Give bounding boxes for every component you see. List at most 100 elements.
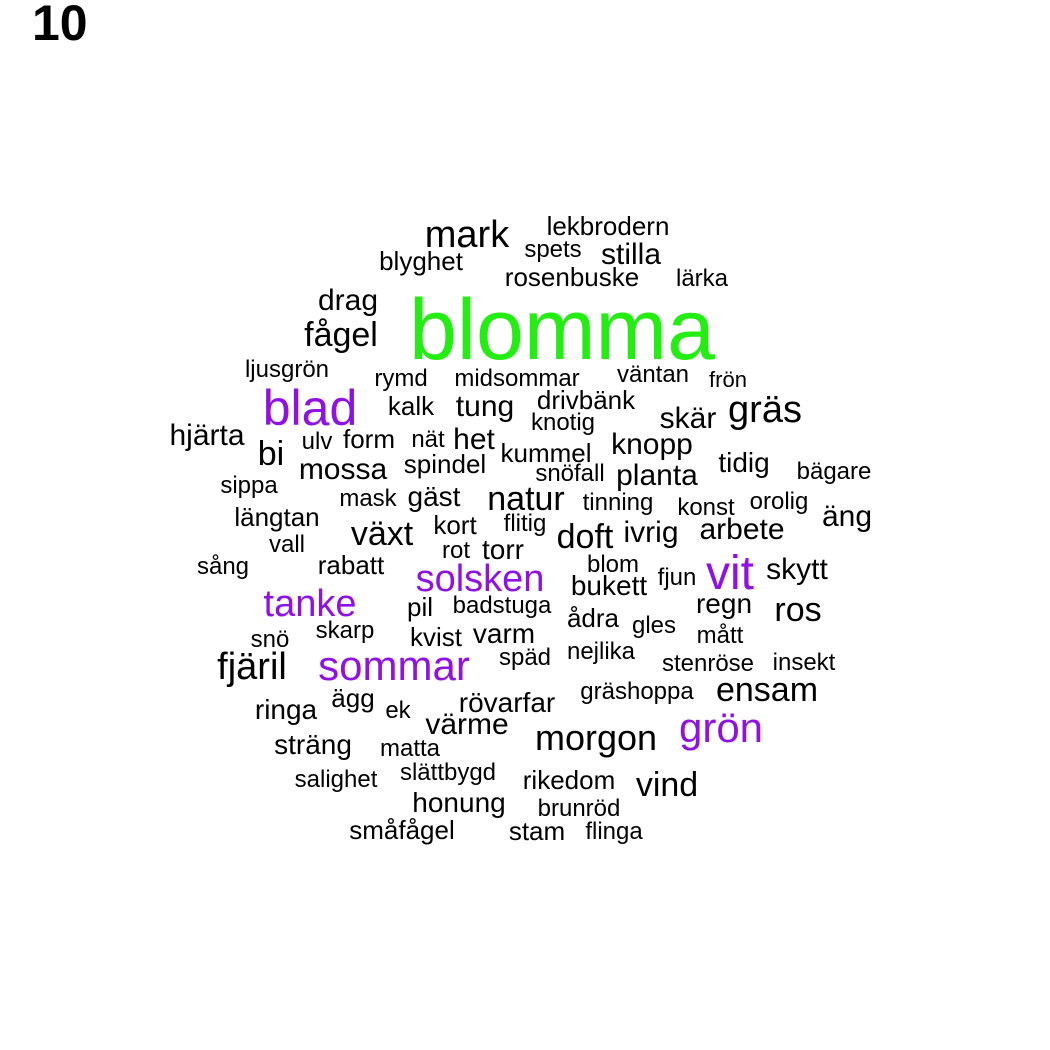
word-fjun: fjun: [657, 564, 697, 591]
word-mark: mark: [424, 214, 510, 256]
word-midsommar: midsommar: [454, 365, 580, 392]
word-rovarfar: rövarfar: [458, 687, 556, 718]
word-planta: planta: [616, 459, 698, 492]
word-fagel: fågel: [304, 316, 378, 354]
word-gras: gräs: [728, 389, 802, 431]
word-blom: blom: [586, 551, 640, 578]
word-vit: vit: [706, 547, 754, 600]
word-snofall: snöfall: [535, 460, 605, 487]
word-langtan: längtan: [234, 502, 320, 532]
word-flinga: flinga: [585, 818, 643, 845]
word-bukett: bukett: [570, 570, 648, 601]
word-gles: gles: [631, 612, 677, 639]
word-blyghet: blyghet: [379, 246, 463, 276]
word-rot: rot: [441, 537, 471, 564]
word-skar: skär: [659, 402, 717, 435]
word-sno: snö: [250, 626, 290, 653]
word-drivbank: drivbänk: [536, 385, 636, 415]
word-regn: regn: [695, 588, 753, 619]
word-gast: gäst: [407, 481, 461, 512]
word-vall: vall: [268, 531, 306, 558]
word-varme: värme: [425, 708, 509, 741]
word-bi: bi: [257, 435, 285, 473]
word-vantan: väntan: [616, 361, 690, 388]
word-ensam: ensam: [715, 671, 819, 709]
word-drag: drag: [317, 284, 379, 317]
word-doft: doft: [556, 518, 614, 556]
word-tinning: tinning: [582, 489, 654, 516]
word-skytt: skytt: [766, 553, 828, 586]
word-kort: kort: [433, 510, 477, 540]
word-matt: mått: [696, 622, 744, 649]
word-adra: ådra: [566, 603, 620, 633]
panel-number-label: 10: [32, 0, 88, 51]
word-insekt: insekt: [772, 649, 836, 676]
word-spad: späd: [498, 644, 552, 671]
word-hjarta: hjärta: [169, 419, 245, 452]
word-stilla: stilla: [600, 238, 662, 271]
word-stam: stam: [508, 816, 566, 846]
word-rymd: rymd: [374, 365, 428, 392]
word-brunrod: brunröd: [537, 795, 621, 822]
word-nat: nät: [411, 426, 445, 453]
word-tidig: tidig: [718, 447, 770, 478]
word-varm: varm: [472, 618, 536, 649]
word-pil: pil: [406, 592, 434, 622]
word-knopp: knopp: [611, 428, 693, 461]
word-smafagel: småfågel: [349, 815, 455, 845]
word-lekbrodern: lekbrodern: [546, 211, 670, 241]
word-rosenbuske: rosenbuske: [504, 262, 640, 292]
word-badstuga: badstuga: [452, 592, 552, 619]
word-kvist: kvist: [410, 622, 462, 652]
word-kalk: kalk: [387, 391, 435, 421]
word-stenrose: stenröse: [661, 650, 755, 677]
word-tung: tung: [455, 390, 515, 423]
word-skarp: skarp: [315, 617, 375, 644]
word-solsken: solsken: [415, 558, 545, 600]
word-ek: ek: [385, 697, 411, 724]
word-rabatt: rabatt: [317, 550, 385, 580]
word-sommar: sommar: [318, 642, 470, 689]
word-morgon: morgon: [534, 717, 658, 758]
word-mossa: mossa: [298, 453, 388, 486]
word-nejlika: nejlika: [566, 638, 636, 665]
word-larka: lärka: [675, 265, 729, 292]
word-slattbygd: slättbygd: [399, 759, 497, 786]
word-spets: spets: [524, 236, 582, 263]
word-fjaril: fjäril: [217, 646, 287, 688]
word-agg: ägg: [331, 683, 375, 713]
word-ros: ros: [774, 591, 822, 629]
word-sippa: sippa: [220, 472, 278, 499]
word-rikedom: rikedom: [522, 765, 616, 795]
word-bagare: bägare: [796, 458, 872, 485]
word-knotig: knotig: [530, 409, 596, 436]
word-salighet: salighet: [294, 766, 378, 793]
word-mask: mask: [339, 485, 397, 512]
word-torr: torr: [482, 534, 524, 565]
word-ljusgron: ljusgrön: [244, 356, 330, 383]
word-ulv: ulv: [301, 428, 333, 455]
word-natur: natur: [487, 480, 565, 518]
word-vind: vind: [635, 766, 699, 804]
word-arbete: arbete: [699, 513, 785, 546]
word-vaxt: växt: [350, 515, 414, 553]
word-gron: grön: [678, 704, 764, 751]
word-fron: frön: [709, 367, 747, 392]
word-konst: konst: [677, 494, 735, 521]
word-blomma: blomma: [409, 282, 715, 378]
word-ringa: ringa: [254, 694, 318, 725]
word-sang: sång: [196, 553, 250, 580]
word-het: het: [453, 423, 495, 456]
word-strang: sträng: [274, 729, 352, 760]
word-kummel: kummel: [500, 438, 592, 468]
word-grashoppa: gräshoppa: [580, 678, 694, 705]
word-matta: matta: [379, 735, 441, 762]
word-honung: honung: [412, 787, 506, 818]
word-spindel: spindel: [403, 449, 487, 479]
word-ivrig: ivrig: [623, 516, 679, 549]
word-orolig: orolig: [749, 488, 809, 515]
word-form: form: [343, 424, 395, 454]
word-tanke: tanke: [263, 583, 357, 625]
word-ang: äng: [821, 500, 873, 533]
